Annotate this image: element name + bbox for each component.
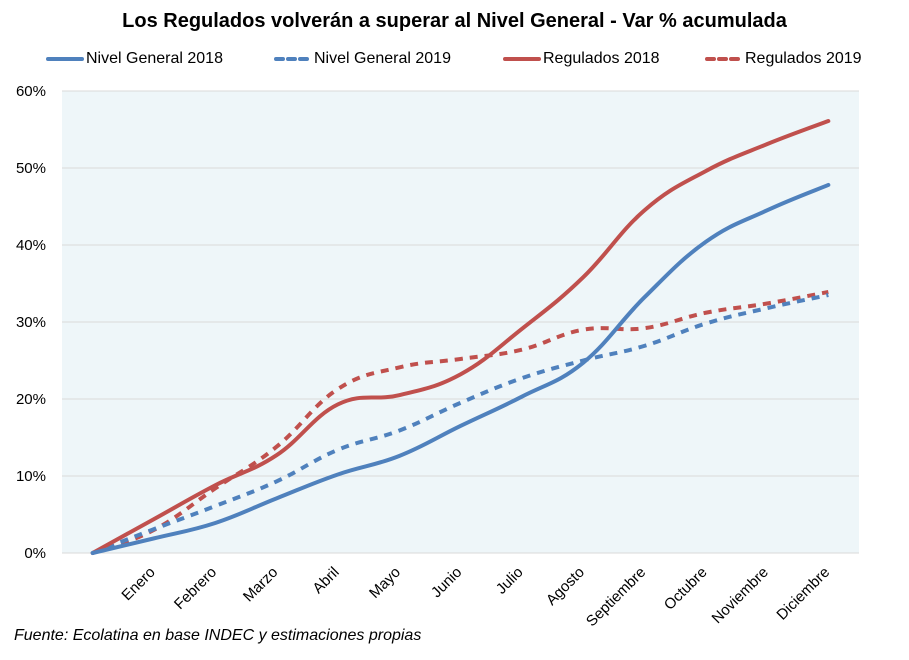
legend-item-regulados-2018: Regulados 2018 [503, 50, 660, 68]
legend-item-regulados-2019: Regulados 2019 [705, 50, 862, 68]
x-tick-label: Noviembre [709, 564, 772, 627]
x-tick-label: Marzo [240, 564, 281, 605]
y-axis-ticks: 0% 10% 20% 30% 40% 50% 60% [16, 83, 46, 562]
x-axis-ticks: Enero Febrero Marzo Abril Mayo Junio Julio Agos… [118, 564, 833, 630]
legend-item-nivel-general-2019: Nivel General 2019 [274, 50, 451, 68]
x-tick-label: Abril [309, 564, 342, 597]
legend-label: Nivel General 2019 [314, 50, 451, 67]
x-tick-label: Mayo [366, 564, 404, 602]
y-tick-label: 50% [16, 160, 46, 177]
x-tick-label: Octubre [661, 564, 711, 614]
legend: Nivel General 2018 Nivel General 2019 Re… [0, 50, 909, 72]
y-tick-label: 0% [24, 545, 46, 562]
legend-label: Regulados 2018 [543, 50, 660, 67]
y-tick-label: 30% [16, 314, 46, 331]
gridlines [62, 90, 859, 554]
legend-swatch-dashed-red [705, 57, 743, 61]
legend-item-nivel-general-2018: Nivel General 2018 [46, 50, 223, 68]
y-tick-label: 20% [16, 391, 46, 408]
y-tick-label: 10% [16, 468, 46, 485]
x-tick-label: Junio [428, 564, 465, 601]
series-line-nivel-general-2018 [90, 182, 831, 555]
x-tick-label: Agosto [543, 564, 588, 609]
legend-label: Regulados 2019 [745, 50, 862, 67]
y-tick-label: 60% [16, 83, 46, 100]
x-tick-label: Febrero [171, 564, 220, 613]
series-line-regulados-2018 [90, 119, 831, 555]
series-lines [90, 119, 831, 555]
x-tick-label: Septiembre [583, 564, 649, 630]
x-tick-label: Enero [118, 564, 158, 604]
x-tick-label: Diciembre [773, 564, 833, 624]
series-line-regulados-2019 [91, 290, 829, 555]
source-note: Fuente: Ecolatina en base INDEC y estima… [14, 627, 422, 644]
chart-title: Los Regulados volverán a superar al Nive… [122, 10, 787, 32]
x-tick-label: Julio [493, 564, 527, 598]
legend-swatch-dashed-blue [274, 57, 312, 61]
legend-swatch-solid-red [503, 57, 541, 61]
y-tick-label: 40% [16, 237, 46, 254]
legend-swatch-solid-blue [46, 57, 84, 61]
legend-label: Nivel General 2018 [86, 50, 223, 67]
